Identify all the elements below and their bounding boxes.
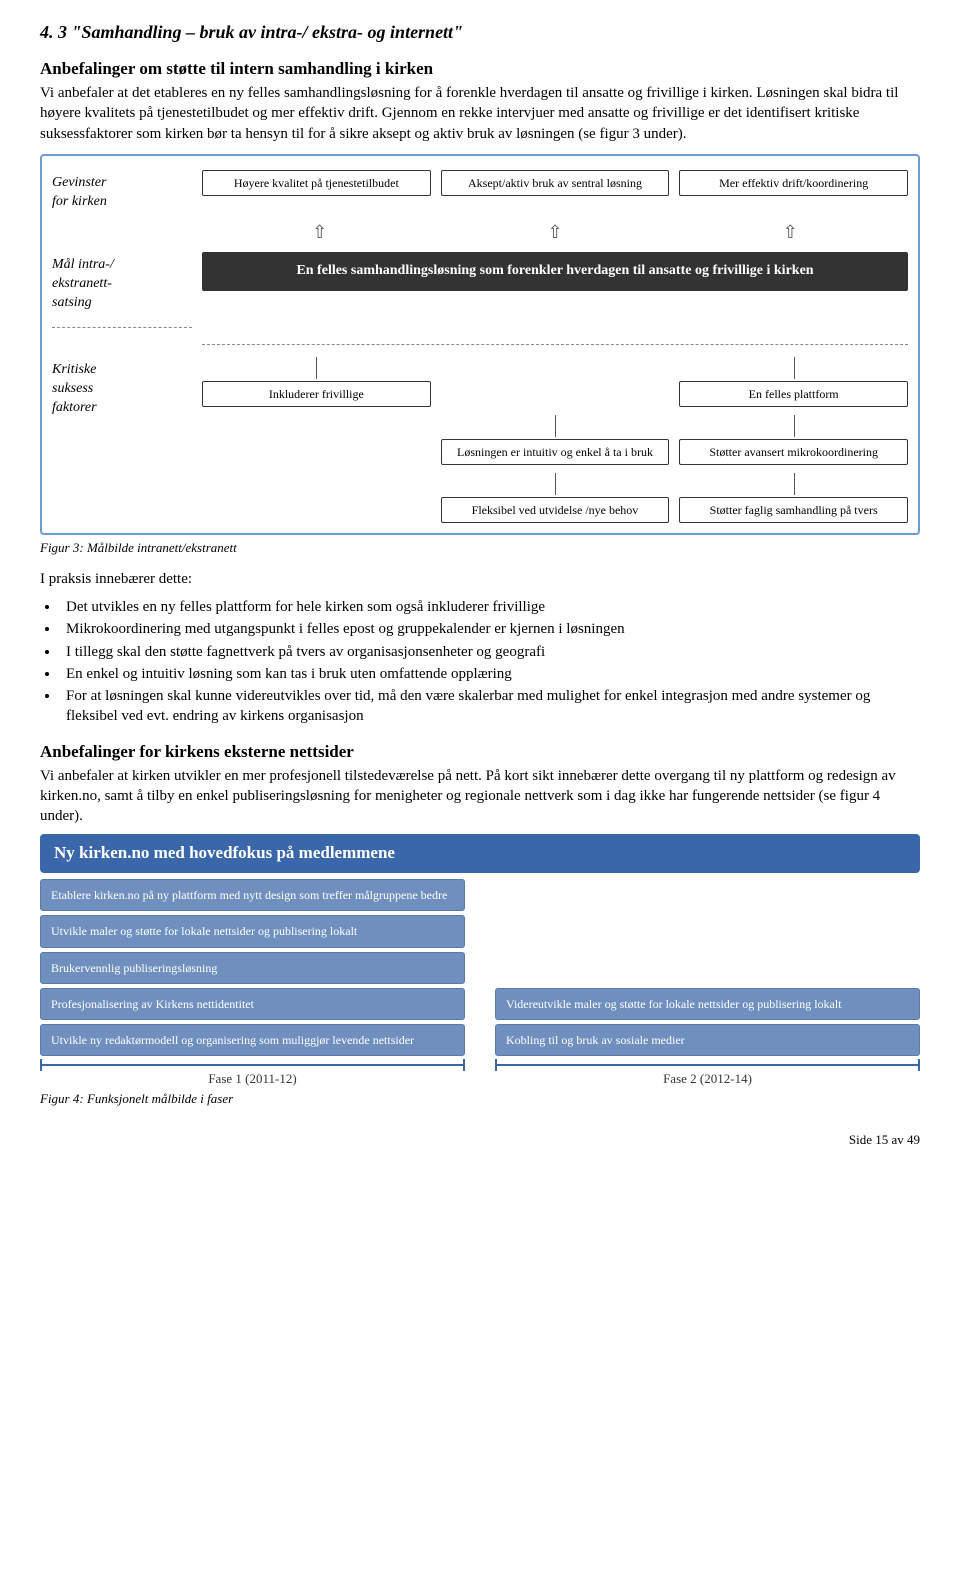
fig3-ksf-box: Løsningen er intuitiv og enkel å ta i br… xyxy=(441,439,670,465)
fig4-box: Profesjonalisering av Kirkens nettidenti… xyxy=(40,988,465,1020)
fig3-row-label-mal: Mål intra-/ ekstranett- satsing xyxy=(52,252,192,328)
list-item: I tillegg skal den støtte fagnettverk på… xyxy=(60,642,920,662)
fig3-ksf-box: En felles plattform xyxy=(679,381,908,407)
fig3-gain-box: Aksept/aktiv bruk av sentral løsning xyxy=(441,170,670,196)
fig4-box: Utvikle maler og støtte for lokale netts… xyxy=(40,915,465,947)
list-item: Mikrokoordinering med utgangspunkt i fel… xyxy=(60,619,920,639)
fig3-ksf-box: Inkluderer frivillige xyxy=(202,381,431,407)
figure-3: Gevinster for kirken Høyere kvalitet på … xyxy=(40,154,920,535)
external-heading: Anbefalinger for kirkens eksterne nettsi… xyxy=(40,741,920,764)
fig3-goal-box: En felles samhandlingsløsning som forenk… xyxy=(202,252,908,291)
praksis-list: Det utvikles en ny felles plattform for … xyxy=(60,597,920,727)
fig3-row-label-gevinster: Gevinster for kirken xyxy=(52,170,192,212)
recommendation-heading: Anbefalinger om støtte til intern samhan… xyxy=(40,58,920,81)
fig4-title: Ny kirken.no med hovedfokus på medlemmen… xyxy=(40,834,920,873)
fig3-gain-box: Mer effektiv drift/koordinering xyxy=(679,170,908,196)
phase-1-label: Fase 1 (2011-12) xyxy=(40,1064,465,1088)
fig4-box: Etablere kirken.no på ny plattform med n… xyxy=(40,879,465,911)
fig4-phase1-col: Etablere kirken.no på ny plattform med n… xyxy=(40,879,465,1056)
fig4-box: Brukervennlig publiseringsløsning xyxy=(40,952,465,984)
fig3-ksf-box: Fleksibel ved utvidelse /nye behov xyxy=(441,497,670,523)
list-item: Det utvikles en ny felles plattform for … xyxy=(60,597,920,617)
fig3-ksf-box: Støtter faglig samhandling på tvers xyxy=(679,497,908,523)
figure-4: Ny kirken.no med hovedfokus på medlemmen… xyxy=(40,834,920,1087)
figure-4-caption: Figur 4: Funksjonelt målbilde i faser xyxy=(40,1090,920,1108)
fig4-phase2-col: Videreutvikle maler og støtte for lokale… xyxy=(495,988,920,1056)
fig3-ksf-box: Støtter avansert mikrokoordinering xyxy=(679,439,908,465)
fig4-box: Videreutvikle maler og støtte for lokale… xyxy=(495,988,920,1020)
list-item: For at løsningen skal kunne videreutvikl… xyxy=(60,686,920,727)
page-footer: Side 15 av 49 xyxy=(40,1131,920,1149)
external-paragraph: Vi anbefaler at kirken utvikler en mer p… xyxy=(40,766,920,827)
arrow-up-icon: ⇧ xyxy=(312,220,327,244)
section-heading: 4. 3 "Samhandling – bruk av intra-/ ekst… xyxy=(40,20,920,44)
fig4-box: Kobling til og bruk av sosiale medier xyxy=(495,1024,920,1056)
fig3-row-label-ksf: Kritiske suksess faktorer xyxy=(52,357,192,418)
list-item: En enkel og intuitiv løsning som kan tas… xyxy=(60,664,920,684)
arrow-up-icon: ⇧ xyxy=(547,220,562,244)
fig4-box: Utvikle ny redaktørmodell og organiserin… xyxy=(40,1024,465,1056)
fig3-gain-box: Høyere kvalitet på tjenestetilbudet xyxy=(202,170,431,196)
intro-paragraph: Vi anbefaler at det etableres en ny fell… xyxy=(40,83,920,144)
arrow-up-icon: ⇧ xyxy=(783,220,798,244)
figure-3-caption: Figur 3: Målbilde intranett/ekstranett xyxy=(40,539,920,557)
praksis-lead: I praksis innebærer dette: xyxy=(40,569,920,589)
phase-2-label: Fase 2 (2012-14) xyxy=(495,1064,920,1088)
